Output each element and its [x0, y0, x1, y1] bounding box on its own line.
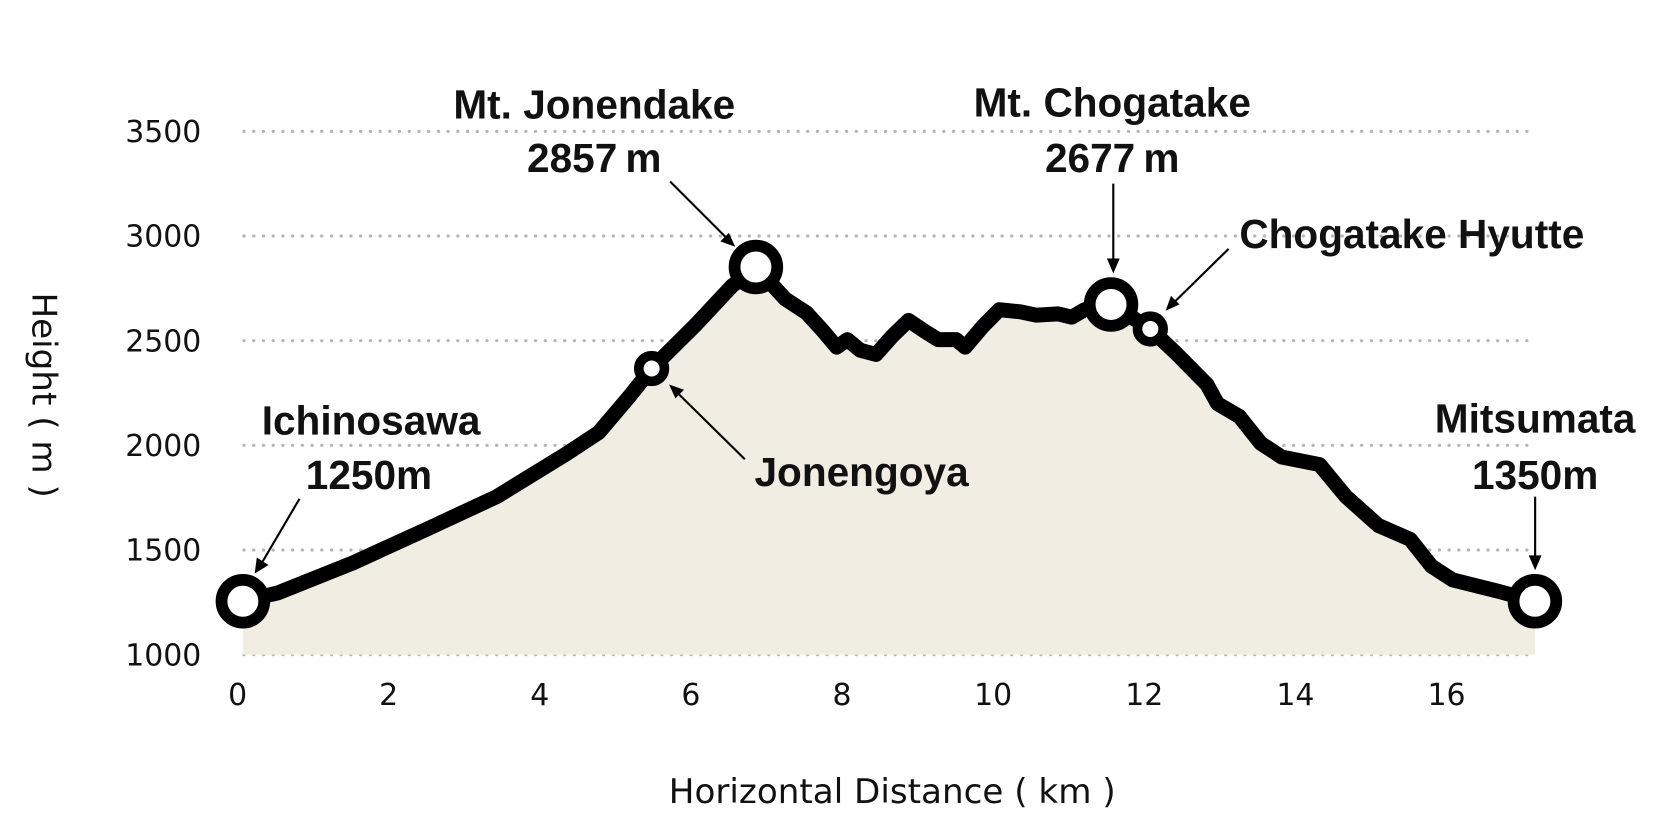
label-jonendake: Mt. Jonendake — [453, 82, 735, 128]
arrowhead-icon — [720, 232, 736, 247]
label-hyutte: Chogatake Hyutte — [1239, 211, 1584, 257]
label-chogatake-elevation: 2677 m — [1045, 135, 1179, 181]
marker-mitsumata — [1507, 574, 1563, 629]
arrows — [259, 180, 1537, 567]
y-tick-label: 2500 — [125, 324, 201, 359]
markers — [215, 239, 1563, 629]
y-axis-ticks: 1000 1500 2000 2500 3000 3500 — [125, 115, 201, 673]
arrowhead-icon — [669, 384, 684, 399]
arrowhead-icon — [1106, 258, 1120, 274]
labels: Ichinosawa 1250m Jonengoya Mt. Jonendake… — [262, 79, 1636, 498]
x-tick-label: 6 — [681, 678, 700, 713]
label-chogatake: Mt. Chogatake — [974, 79, 1251, 125]
label-mitsumata-elevation: 1350m — [1472, 452, 1598, 498]
label-jonengoya: Jonengoya — [754, 449, 969, 495]
profile-area-fill — [242, 266, 1535, 655]
arrow-ichinosawa — [259, 498, 301, 567]
x-tick-label: 0 — [228, 678, 247, 713]
label-ichinosawa-elevation: 1250m — [306, 452, 432, 498]
label-ichinosawa: Ichinosawa — [262, 398, 481, 444]
y-axis-title: Height ( m ) — [24, 292, 64, 497]
y-tick-label: 1000 — [125, 638, 201, 673]
marker-ichinosawa — [215, 574, 271, 629]
arrowhead-icon — [1165, 295, 1180, 311]
arrowhead-icon — [1528, 555, 1542, 571]
label-jonendake-elevation: 2857 m — [527, 135, 661, 181]
x-axis-title: Horizontal Distance ( km ) — [669, 772, 1116, 812]
x-tick-label: 2 — [379, 678, 398, 713]
x-tick-label: 4 — [530, 678, 549, 713]
marker-jonengoya — [634, 350, 670, 387]
arrowheads — [254, 232, 1542, 574]
x-tick-label: 8 — [833, 678, 852, 713]
arrowhead-icon — [254, 557, 269, 574]
arrow-jonendake — [669, 180, 730, 242]
x-tick-label: 12 — [1125, 678, 1163, 713]
x-tick-label: 16 — [1427, 678, 1465, 713]
y-tick-label: 2000 — [125, 429, 201, 464]
marker-mt-chogatake — [1083, 277, 1139, 332]
arrow-hyutte — [1171, 248, 1230, 306]
x-tick-label: 14 — [1276, 678, 1314, 713]
marker-chogatake-hyutte — [1132, 311, 1168, 347]
x-tick-label: 10 — [974, 678, 1012, 713]
arrow-jonengoya — [674, 390, 746, 460]
y-tick-label: 3000 — [125, 220, 201, 255]
y-tick-label: 3500 — [125, 115, 201, 150]
label-mitsumata: Mitsumata — [1435, 396, 1636, 442]
x-axis-ticks: 0 2 4 6 8 10 12 14 16 — [228, 678, 1465, 713]
y-tick-label: 1500 — [125, 534, 201, 569]
marker-mt-jonendake — [728, 239, 784, 295]
